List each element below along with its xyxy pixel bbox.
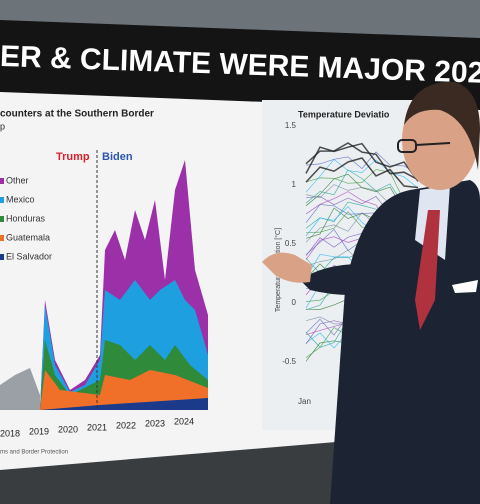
x-label: 2024: [174, 416, 194, 426]
temperature-line: [305, 151, 419, 174]
temperature-line: [305, 142, 419, 182]
pocket-square: [452, 280, 478, 293]
temperature-line: [305, 169, 419, 211]
y-label: 0: [292, 298, 297, 307]
x-label: 2022: [116, 420, 136, 430]
x-label: Jan: [298, 397, 311, 406]
glasses: [397, 139, 451, 153]
legend-swatch: [0, 178, 4, 184]
legend-swatch: [0, 216, 4, 222]
left-subtitle: p: [0, 121, 5, 131]
legend-swatch: [0, 235, 4, 241]
legend-label: Other: [6, 175, 29, 185]
banner: [0, 20, 480, 110]
legend: Other Mexico Honduras Guatemala El Salvador: [0, 175, 52, 261]
temperature-line: [305, 142, 419, 181]
legend-label: Honduras: [6, 213, 46, 223]
x-label: 2019: [29, 426, 49, 436]
x-label: 2018: [0, 428, 20, 438]
temperature-line: [305, 158, 419, 193]
x-label: 2021: [87, 422, 107, 432]
hair: [404, 81, 480, 170]
presenter: [262, 81, 480, 504]
legend-label: Mexico: [6, 194, 35, 204]
legend-label: El Salvador: [6, 251, 52, 261]
arm: [300, 264, 400, 295]
x-axis: 2018 2019 2020 2021 2022 2023 2024: [0, 416, 194, 438]
y-label: 1: [292, 180, 297, 189]
suit: [330, 180, 480, 504]
legend-swatch: [0, 197, 4, 203]
x-label: 2020: [58, 424, 78, 434]
source: ms and Border Protection: [0, 450, 68, 456]
y-label: 0.5: [285, 239, 297, 248]
annotation-trump: Trump: [56, 151, 90, 163]
legend-swatch: [0, 254, 4, 260]
tie: [415, 210, 440, 330]
temperature-line: [305, 157, 419, 189]
y-label: -0.5: [282, 357, 296, 366]
annotation-biden: Biden: [102, 151, 133, 163]
area-guatemala: [40, 370, 208, 410]
right-title: Temperature Deviatio: [298, 109, 390, 119]
left-title: counters at the Southern Border: [0, 109, 154, 120]
x-label: 2023: [145, 418, 165, 428]
area-early: [0, 368, 40, 410]
area-el-salvador: [40, 398, 208, 410]
stacked-area: [0, 150, 208, 410]
y-label: 1.5: [285, 121, 297, 130]
hand: [262, 252, 312, 283]
legend-label: Guatemala: [6, 232, 50, 242]
